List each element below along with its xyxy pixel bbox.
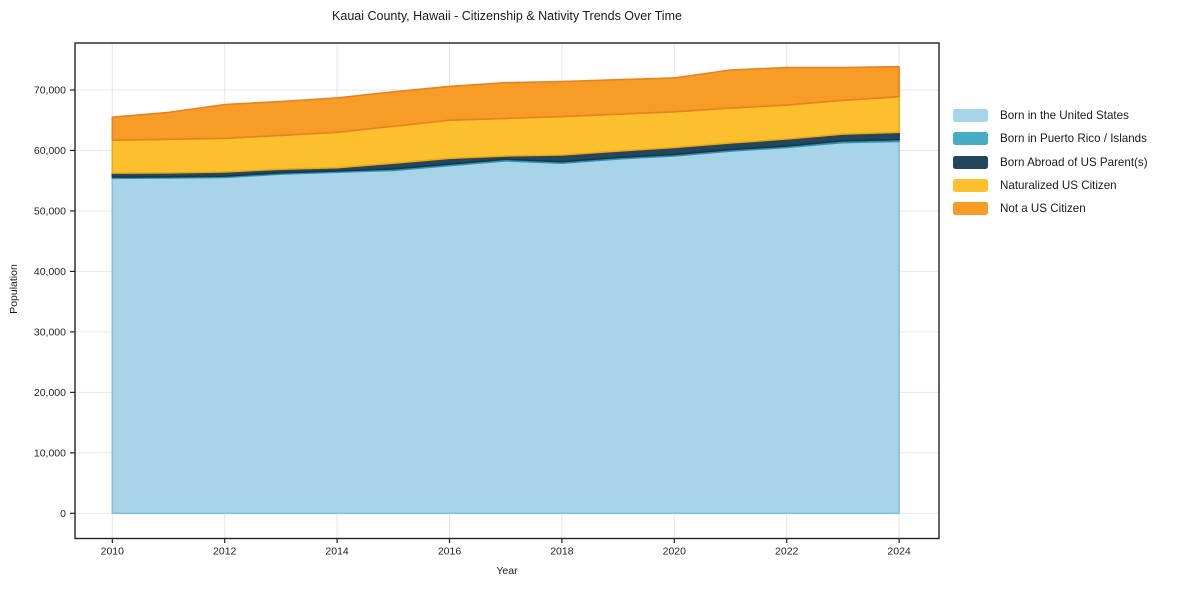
y-tick-label: 40,000 <box>34 266 66 278</box>
legend-swatch <box>953 109 988 123</box>
legend-item-4: Naturalized US Citizen <box>953 174 1148 197</box>
legend: Born in the United States Born in Puerto … <box>953 104 1148 220</box>
y-tick-label: 20,000 <box>34 387 66 399</box>
plot-border <box>74 42 940 540</box>
y-tick-label: 70,000 <box>34 85 66 97</box>
y-tick-label: 10,000 <box>34 447 66 459</box>
area-series <box>111 65 900 515</box>
legend-item-3: Born Abroad of US Parent(s) <box>953 151 1148 174</box>
legend-label: Born in Puerto Rico / Islands <box>1000 132 1147 146</box>
x-tick-label: 2010 <box>101 546 125 558</box>
y-axis-label: Population <box>8 264 20 314</box>
y-tick-label: 60,000 <box>34 145 66 157</box>
legend-label: Naturalized US Citizen <box>1000 179 1117 193</box>
x-tick-label: 2018 <box>550 546 574 558</box>
legend-label: Not a US Citizen <box>1000 202 1086 216</box>
tick-labels: 2010 2012 2014 2016 2018 2020 2022 2024 0 10,000 2… <box>34 85 911 558</box>
chart-title: Kauai County, Hawaii - Citizenship & Nat… <box>332 9 682 23</box>
x-tick-label: 2020 <box>663 546 687 558</box>
legend-item-1: Born in the United States <box>953 104 1148 127</box>
area-born-in-the-united-states <box>111 140 900 515</box>
x-tick-label: 2024 <box>887 546 911 558</box>
x-tick-label: 2014 <box>325 546 349 558</box>
legend-item-5: Not a US Citizen <box>953 197 1148 220</box>
x-axis-label: Year <box>496 565 518 577</box>
legend-label: Born in the United States <box>1000 109 1129 123</box>
x-tick-label: 2022 <box>775 546 799 558</box>
y-tick-label: 30,000 <box>34 326 66 338</box>
y-tick-label: 50,000 <box>34 206 66 218</box>
legend-label: Born Abroad of US Parent(s) <box>1000 155 1148 169</box>
legend-item-2: Born in Puerto Rico / Islands <box>953 127 1148 150</box>
axis-ticks <box>70 89 900 543</box>
x-tick-label: 2012 <box>213 546 237 558</box>
legend-swatch <box>953 132 988 146</box>
area-not-a-us-citizen <box>111 65 900 141</box>
legend-swatch <box>953 179 988 193</box>
legend-swatch <box>953 155 988 169</box>
y-tick-label: 0 <box>60 508 66 520</box>
legend-swatch <box>953 202 988 216</box>
x-tick-label: 2016 <box>438 546 462 558</box>
